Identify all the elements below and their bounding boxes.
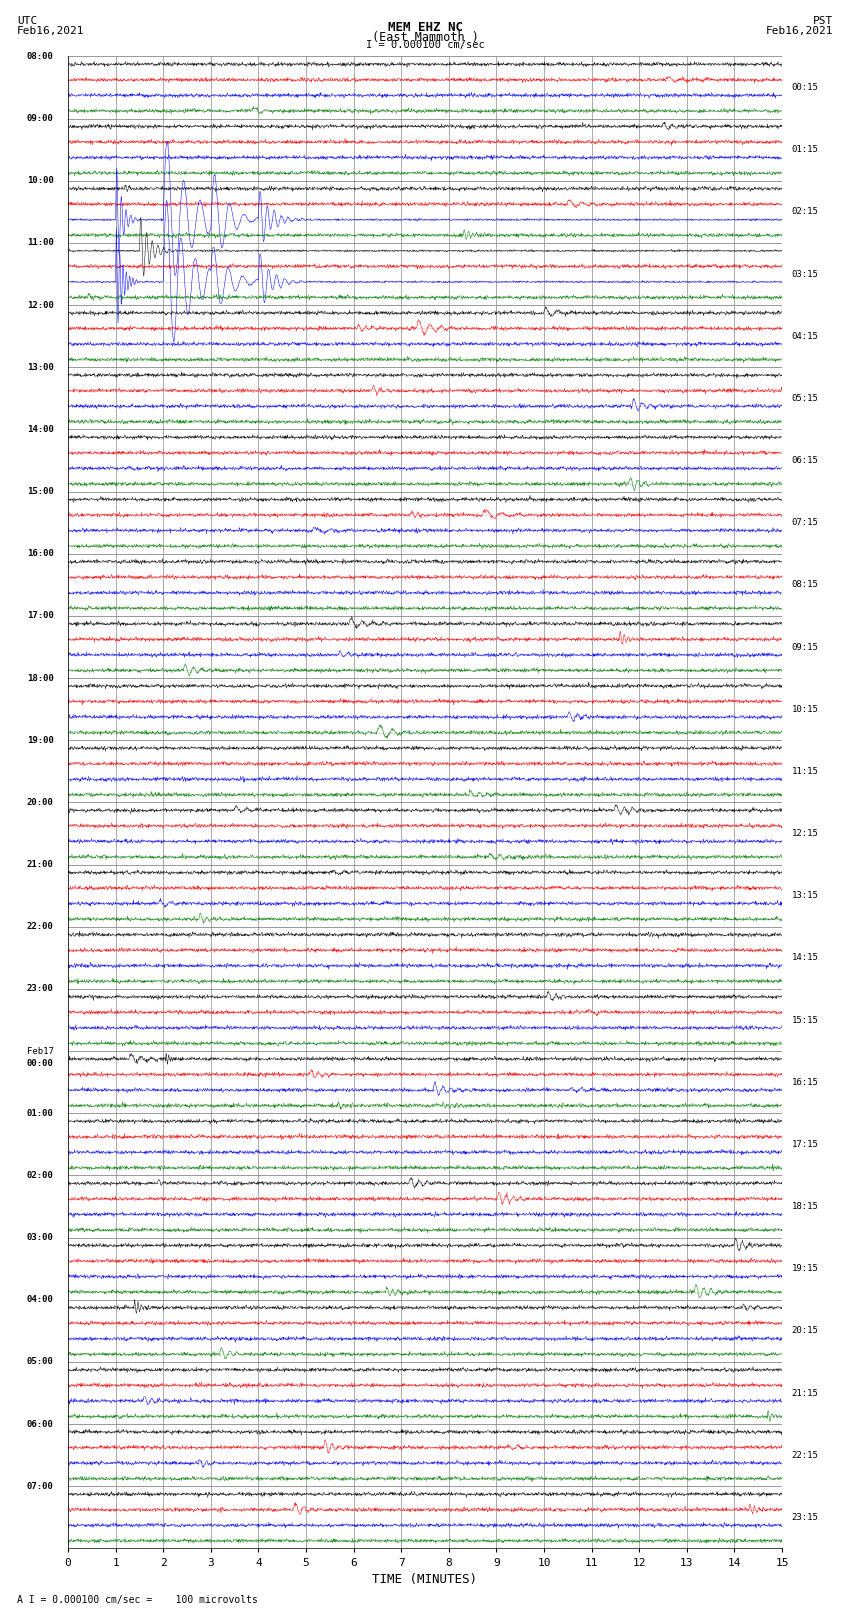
Text: Feb17: Feb17: [27, 1047, 54, 1055]
Text: 04:00: 04:00: [27, 1295, 54, 1305]
Text: 14:15: 14:15: [791, 953, 819, 963]
Text: 15:00: 15:00: [27, 487, 54, 497]
Text: 13:00: 13:00: [27, 363, 54, 371]
Text: 17:00: 17:00: [27, 611, 54, 621]
Text: 18:15: 18:15: [791, 1202, 819, 1211]
Text: 13:15: 13:15: [791, 892, 819, 900]
Text: 11:15: 11:15: [791, 766, 819, 776]
Text: 00:15: 00:15: [791, 82, 819, 92]
Text: 05:15: 05:15: [791, 394, 819, 403]
Text: 01:00: 01:00: [27, 1108, 54, 1118]
Text: 07:00: 07:00: [27, 1482, 54, 1490]
Text: 23:00: 23:00: [27, 984, 54, 994]
Text: 20:15: 20:15: [791, 1326, 819, 1336]
Text: 09:15: 09:15: [791, 642, 819, 652]
Text: 22:15: 22:15: [791, 1450, 819, 1460]
Text: 18:00: 18:00: [27, 674, 54, 682]
Text: 06:15: 06:15: [791, 456, 819, 465]
Text: 19:00: 19:00: [27, 736, 54, 745]
Text: 05:00: 05:00: [27, 1358, 54, 1366]
Text: 20:00: 20:00: [27, 798, 54, 806]
Text: 10:00: 10:00: [27, 176, 54, 185]
Text: 14:00: 14:00: [27, 424, 54, 434]
Text: 11:00: 11:00: [27, 239, 54, 247]
Text: 08:00: 08:00: [27, 52, 54, 61]
Text: 21:00: 21:00: [27, 860, 54, 869]
Text: 22:00: 22:00: [27, 923, 54, 931]
Text: 10:15: 10:15: [791, 705, 819, 713]
Text: 03:15: 03:15: [791, 269, 819, 279]
Text: UTC: UTC: [17, 16, 37, 26]
Text: 15:15: 15:15: [791, 1016, 819, 1024]
Text: 09:00: 09:00: [27, 115, 54, 123]
Text: 06:00: 06:00: [27, 1419, 54, 1429]
Text: 08:15: 08:15: [791, 581, 819, 589]
Text: 04:15: 04:15: [791, 332, 819, 340]
Text: 12:15: 12:15: [791, 829, 819, 839]
Text: 12:00: 12:00: [27, 300, 54, 310]
Text: 02:15: 02:15: [791, 208, 819, 216]
Text: PST: PST: [813, 16, 833, 26]
Text: 16:15: 16:15: [791, 1077, 819, 1087]
Text: MEM EHZ NC: MEM EHZ NC: [388, 21, 462, 34]
Text: 07:15: 07:15: [791, 518, 819, 527]
Text: 02:00: 02:00: [27, 1171, 54, 1181]
Text: Feb16,2021: Feb16,2021: [766, 26, 833, 35]
Text: I = 0.000100 cm/sec: I = 0.000100 cm/sec: [366, 40, 484, 50]
Text: Feb16,2021: Feb16,2021: [17, 26, 84, 35]
Text: 21:15: 21:15: [791, 1389, 819, 1397]
Text: 00:00: 00:00: [27, 1060, 54, 1068]
Text: 03:00: 03:00: [27, 1234, 54, 1242]
Text: 19:15: 19:15: [791, 1265, 819, 1273]
Text: 01:15: 01:15: [791, 145, 819, 155]
Text: A I = 0.000100 cm/sec =    100 microvolts: A I = 0.000100 cm/sec = 100 microvolts: [17, 1595, 258, 1605]
Text: 23:15: 23:15: [791, 1513, 819, 1523]
X-axis label: TIME (MINUTES): TIME (MINUTES): [372, 1573, 478, 1586]
Text: 16:00: 16:00: [27, 550, 54, 558]
Text: 17:15: 17:15: [791, 1140, 819, 1148]
Text: (East Mammoth ): (East Mammoth ): [371, 31, 479, 44]
